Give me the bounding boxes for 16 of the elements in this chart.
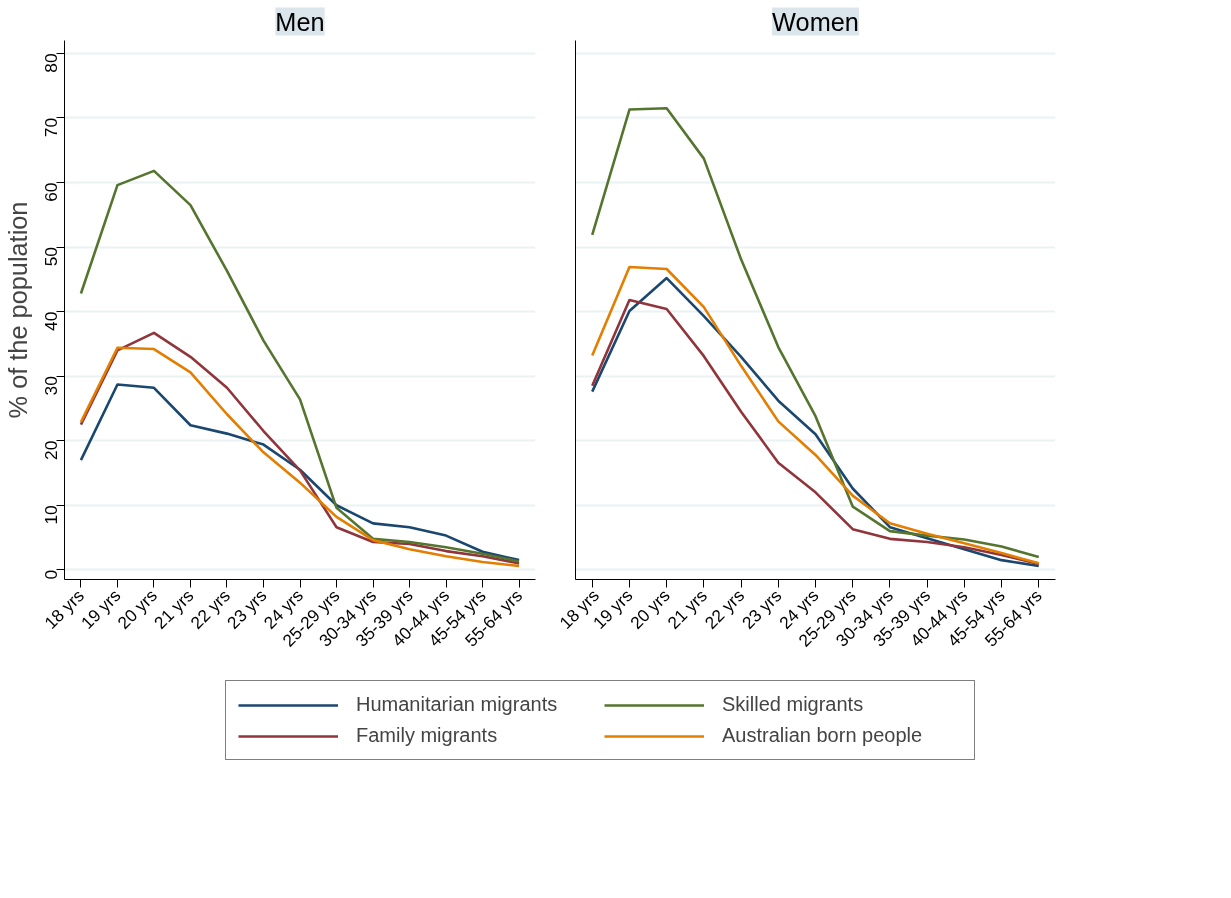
y-tick-label: 80: [41, 53, 62, 73]
y-tick-label: 30: [41, 376, 62, 396]
chart-title: Men: [275, 7, 325, 36]
legend-label: Humanitarian migrants: [356, 693, 559, 716]
legend-label: Australian born people: [722, 724, 924, 747]
legend-label: Family migrants: [356, 724, 499, 747]
chart-title: Women: [772, 7, 859, 36]
y-tick-label: 60: [41, 182, 62, 202]
y-tick-label: 0: [41, 569, 62, 580]
y-tick-label: 20: [41, 440, 62, 460]
y-tick-label: 70: [41, 117, 62, 138]
y-tick-label: 50: [41, 247, 62, 267]
legend-label: Skilled migrants: [722, 693, 865, 716]
y-tick-label: 40: [41, 311, 62, 331]
y-tick-label: 10: [41, 505, 62, 525]
y-axis-title: % of the population: [3, 201, 32, 419]
